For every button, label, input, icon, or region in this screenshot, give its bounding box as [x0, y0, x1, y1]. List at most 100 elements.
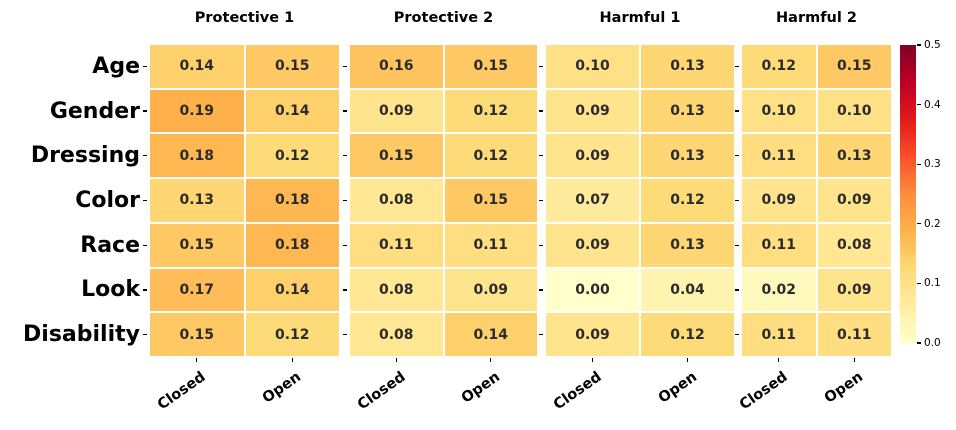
heatmap-cell: 0.14: [245, 89, 339, 133]
heatmap-cell: 0.18: [150, 134, 244, 178]
colorbar-tick: [917, 223, 921, 225]
heatmap-cell: 0.12: [641, 179, 734, 222]
row-label-look: Look: [81, 277, 140, 303]
heatmap-cell: 0.13: [641, 134, 734, 178]
heatmap-cell: 0.08: [350, 313, 443, 356]
heatmap-cell: 0.14: [444, 313, 537, 356]
heatmap-cell: 0.12: [245, 313, 339, 356]
y-tick: [539, 333, 543, 336]
x-tick: [395, 358, 397, 362]
panel-title: Protective 2: [393, 10, 494, 26]
x-tick: [591, 358, 594, 362]
x-tick-label-open: Open: [655, 369, 700, 407]
heatmap-cell: 0.15: [150, 223, 244, 267]
y-tick: [343, 110, 347, 112]
row-label-race: Race: [80, 232, 140, 258]
heatmap-cell: 0.09: [817, 268, 891, 312]
colorbar-tick: [917, 342, 921, 344]
heatmap-cell: 0.15: [150, 313, 244, 356]
heatmap-cell: 0.04: [641, 268, 734, 312]
x-tick: [853, 358, 855, 362]
y-tick: [143, 65, 147, 68]
x-tick: [778, 358, 780, 362]
y-tick: [735, 110, 739, 112]
heatmap-cell: 0.14: [150, 45, 244, 88]
x-tick-label-closed: Closed: [737, 369, 791, 414]
heatmap-cell: 0.14: [245, 268, 339, 312]
y-tick: [343, 244, 347, 246]
x-tick-label-open: Open: [822, 369, 867, 407]
heatmap-grid: 0.16 0.15 0.09 0.12 0.15 0.12 0.08 0.15 0.11 0.11…: [350, 45, 537, 356]
y-tick: [539, 110, 543, 112]
x-tick-label-closed: Closed: [550, 369, 605, 414]
heatmap-cell: 0.11: [742, 223, 816, 267]
x-tick-label-open: Open: [458, 369, 503, 407]
heatmap-cell: 0.12: [444, 89, 537, 133]
row-label-disability: Disability: [23, 322, 140, 348]
heatmap-cell: 0.09: [546, 313, 639, 356]
y-tick: [735, 333, 739, 336]
y-tick: [539, 199, 543, 202]
heatmap-cell: 0.12: [742, 45, 816, 88]
panel-title: Harmful 2: [776, 10, 857, 26]
heatmap-cell: 0.11: [742, 134, 816, 178]
colorbar-tick-label: 0.1: [924, 277, 941, 290]
y-tick: [343, 333, 347, 336]
row-label-dressing: Dressing: [30, 143, 140, 169]
heatmap-cell: 0.10: [546, 45, 639, 88]
heatmap-cell: 0.13: [641, 89, 734, 133]
heatmap-grid: 0.14 0.15 0.19 0.14 0.18 0.12 0.13 0.18 0.15 0.18…: [150, 45, 339, 356]
y-tick: [735, 289, 739, 291]
row-label-color: Color: [75, 187, 140, 213]
x-tick: [291, 358, 293, 362]
heatmap-cell: 0.08: [817, 223, 891, 267]
heatmap-grid: 0.10 0.13 0.09 0.13 0.09 0.13 0.07 0.12 0.09 0.13…: [546, 45, 734, 356]
heatmap-cell: 0.11: [444, 223, 537, 267]
y-tick: [343, 199, 347, 202]
heatmap-cell: 0.09: [546, 223, 639, 267]
colorbar-tick: [917, 44, 921, 46]
y-tick: [735, 199, 739, 202]
y-tick: [539, 155, 543, 157]
colorbar-tick-label: 0.3: [924, 158, 941, 171]
heatmap-cell: 0.09: [817, 179, 891, 222]
y-tick: [539, 65, 543, 68]
y-tick: [735, 65, 739, 68]
y-tick: [539, 289, 543, 291]
heatmap-cell: 0.09: [742, 179, 816, 222]
colorbar-tick: [917, 282, 921, 285]
heatmap-cell: 0.13: [150, 179, 244, 222]
heatmap-cell: 0.16: [350, 45, 443, 88]
heatmap-cell: 0.13: [641, 45, 734, 88]
y-tick: [735, 155, 739, 157]
colorbar-tick-label: 0.2: [924, 217, 941, 230]
heatmap-cell: 0.09: [350, 89, 443, 133]
y-tick: [143, 199, 147, 202]
y-tick: [539, 244, 543, 246]
colorbar-tick-label: 0.5: [924, 39, 941, 51]
y-tick: [143, 155, 147, 157]
y-tick: [143, 244, 147, 246]
heatmap-cell: 0.10: [817, 89, 891, 133]
heatmap-cell: 0.15: [444, 45, 537, 88]
heatmap-cell: 0.08: [350, 268, 443, 312]
heatmap-cell: 0.17: [150, 268, 244, 312]
x-tick-label-closed: Closed: [354, 369, 409, 414]
colorbar-gradient: [900, 45, 916, 343]
heatmap-cell: 0.00: [546, 268, 639, 312]
x-tick-label-closed: Closed: [155, 369, 209, 414]
y-tick: [343, 65, 347, 68]
x-tick: [196, 358, 198, 362]
heatmap-cell: 0.02: [742, 268, 816, 312]
heatmap-cell: 0.10: [742, 89, 816, 133]
x-tick: [686, 358, 689, 362]
y-tick: [343, 289, 347, 291]
y-tick: [343, 155, 347, 157]
colorbar-tick: [917, 103, 921, 106]
heatmap-cell: 0.19: [150, 89, 244, 133]
heatmap-cell: 0.12: [444, 134, 537, 178]
heatmap-cell: 0.09: [546, 134, 639, 178]
heatmap-cell: 0.08: [350, 179, 443, 222]
row-label-age: Age: [92, 53, 140, 79]
